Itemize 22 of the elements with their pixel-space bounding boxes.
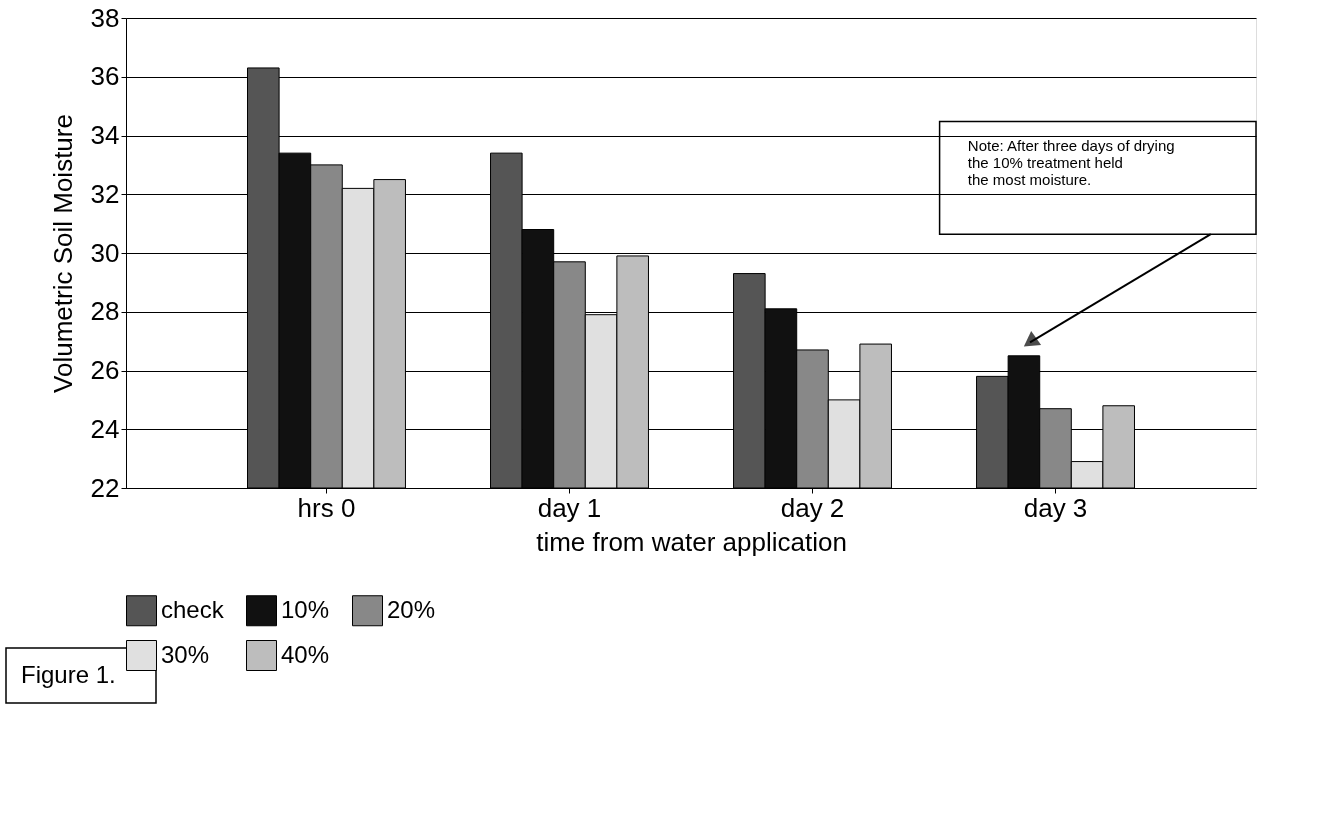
x-tick-label: day 1: [537, 492, 602, 523]
y-axis-title: Volumetric Soil Moisture: [47, 114, 78, 393]
legend-label: 10%: [281, 595, 330, 623]
y-tick-label: 22: [90, 472, 120, 503]
y-tick-label: 34: [90, 120, 120, 150]
legend-label: 30%: [161, 640, 210, 668]
x-axis-title: time from water application: [536, 526, 847, 557]
caption: Figure 1.: [21, 661, 116, 688]
x-tick-label: day 3: [1023, 492, 1088, 523]
x-tick-label: day 2: [780, 492, 845, 523]
legend-label: check: [161, 595, 225, 623]
legend-label: 20%: [387, 595, 436, 623]
y-tick-label: 30: [90, 237, 120, 268]
y-tick-label: 28: [90, 296, 120, 327]
y-tick-label: 26: [90, 355, 120, 385]
y-tick-label: 32: [90, 178, 120, 209]
legend-label: 40%: [281, 640, 330, 668]
y-tick-label: 36: [90, 61, 120, 92]
annotation: Note: After three days of drying the 10% treatment held the most moisture.: [967, 137, 1175, 189]
y-tick-label: 38: [90, 2, 120, 33]
y-tick-label: 24: [90, 413, 120, 444]
x-tick-label: hrs 0: [297, 492, 356, 523]
